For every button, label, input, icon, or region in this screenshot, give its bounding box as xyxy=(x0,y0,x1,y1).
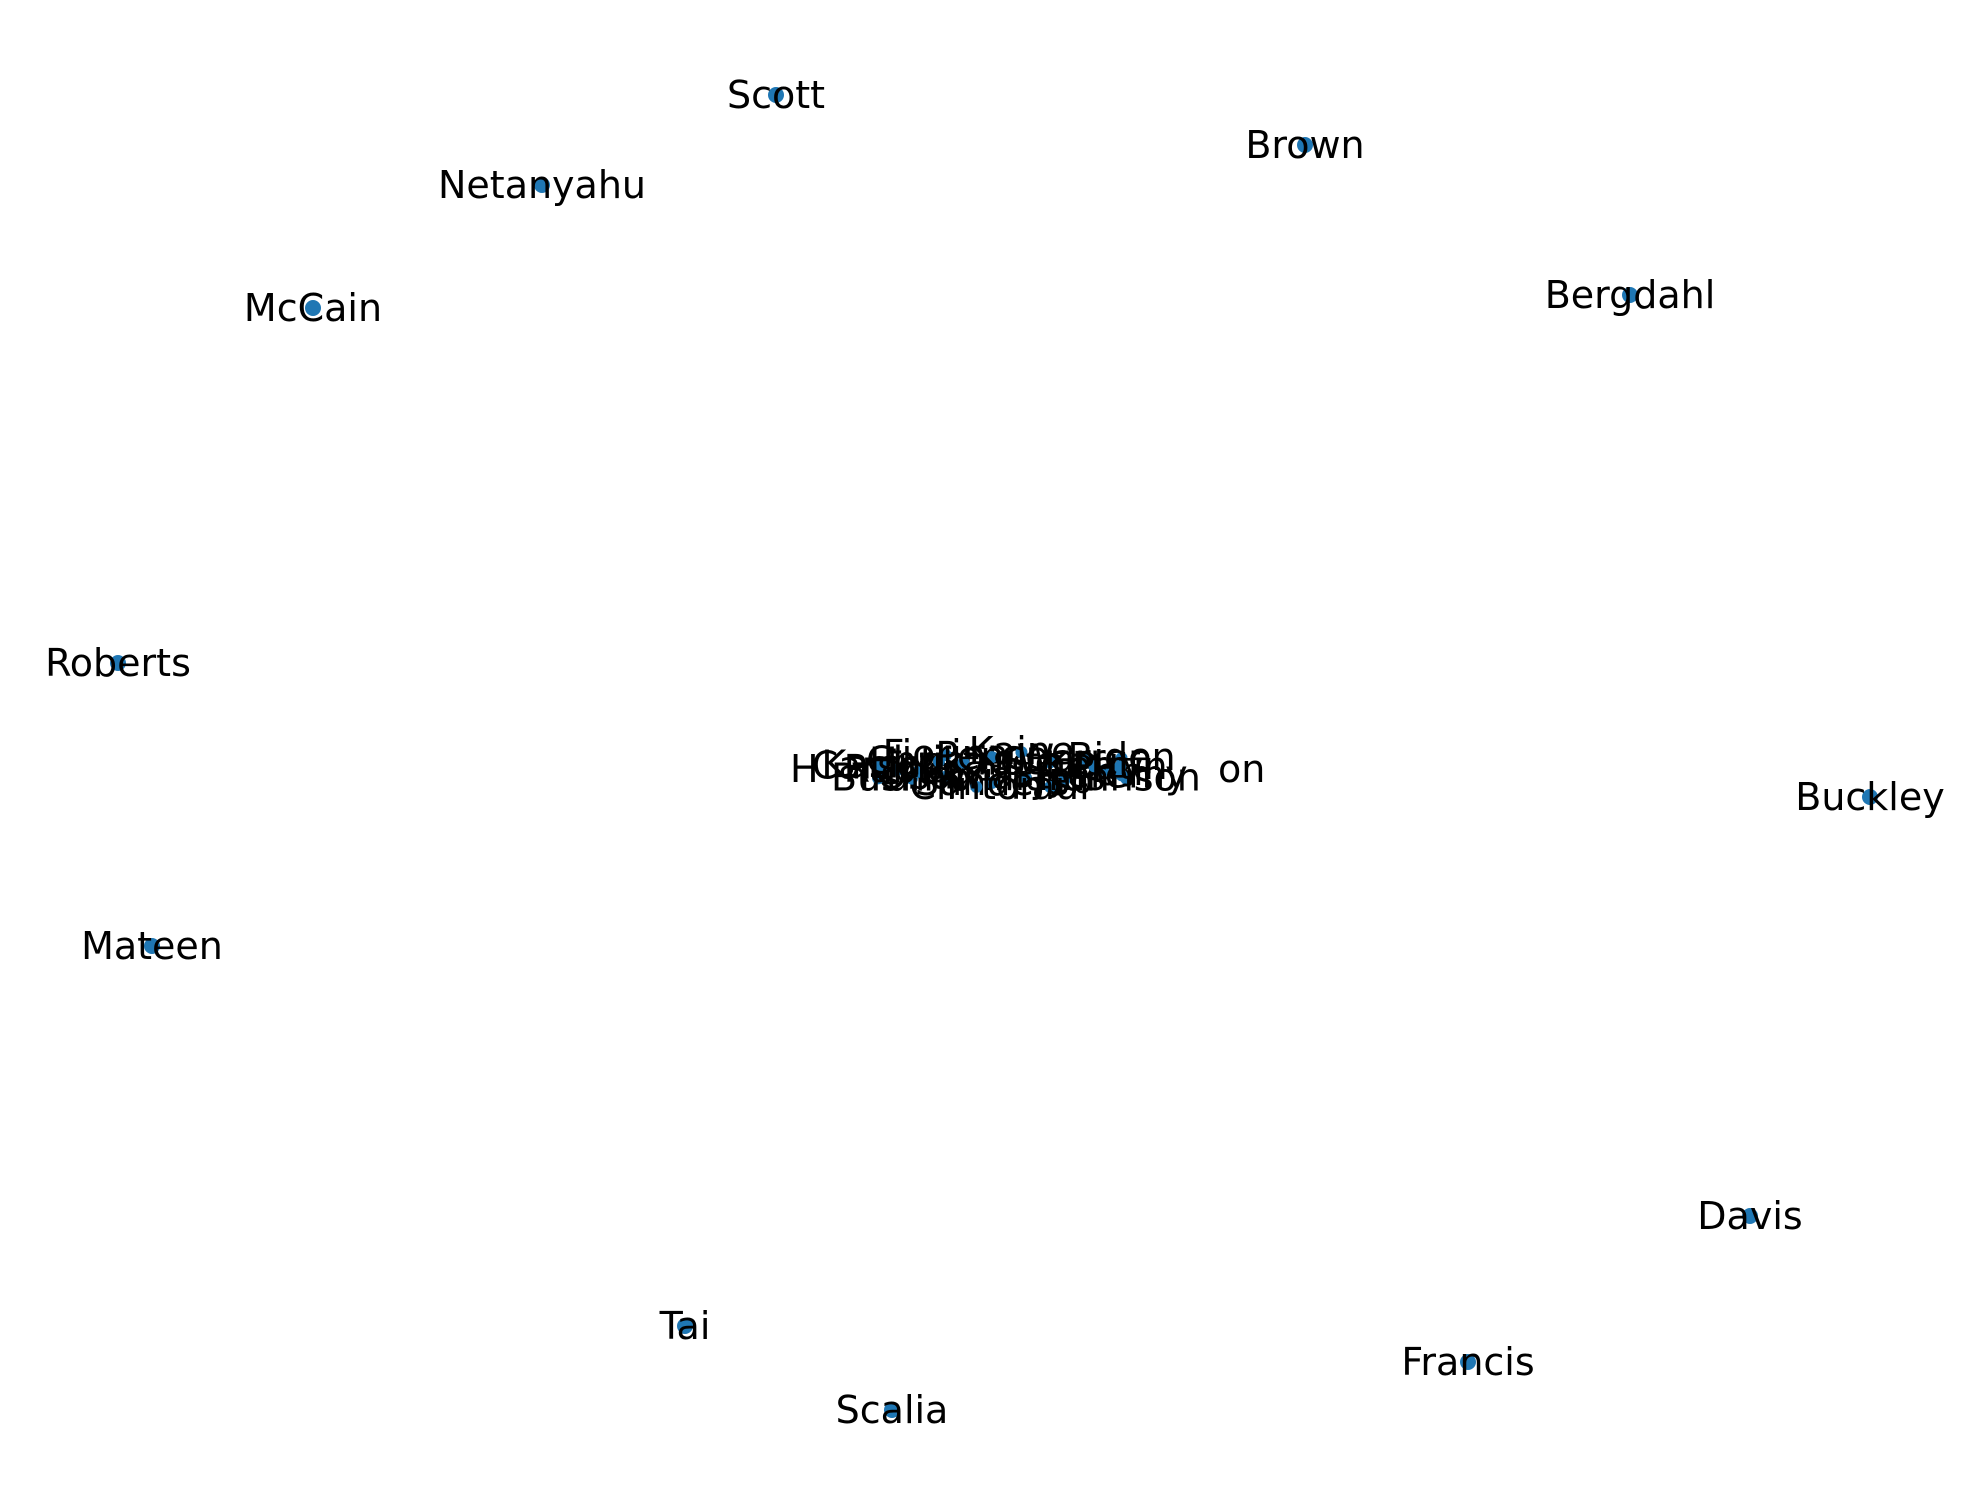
node-netanyahu xyxy=(534,177,550,193)
cluster-node-6 xyxy=(1019,771,1032,784)
cluster-node-0 xyxy=(1099,764,1111,776)
node-label-francis: Francis xyxy=(1401,1340,1534,1384)
node-label-brown: Brown xyxy=(1245,123,1364,167)
cluster-edge-left: H xyxy=(790,747,819,791)
cluster-node-5 xyxy=(1044,780,1057,793)
cluster-node-11 xyxy=(872,772,885,785)
cluster-node-12 xyxy=(911,765,924,778)
cluster-label-22: Warren xyxy=(1017,736,1153,780)
node-label-netanyahu: Netanyahu xyxy=(438,163,646,207)
cluster-node-24 xyxy=(1088,760,1101,773)
cluster-node-13 xyxy=(891,764,903,776)
node-buckley xyxy=(1862,789,1878,805)
cluster-label-10: Trump xyxy=(852,756,971,800)
cluster-label-19: Pence xyxy=(935,734,1048,778)
cluster-node-17 xyxy=(939,749,952,762)
cluster-label-15: Carson xyxy=(812,743,945,787)
central-cluster: HonJohnsonJeremyJebPaulWilliamsSandersCl… xyxy=(790,729,1265,808)
node-mateen xyxy=(144,938,160,954)
cluster-node-19 xyxy=(986,751,999,764)
cluster-node-4 xyxy=(1057,774,1070,787)
cluster-label-8: Clinton xyxy=(909,764,1043,808)
node-mccain xyxy=(305,300,321,316)
node-label-davis: Davis xyxy=(1697,1194,1802,1238)
cluster-label-24: Kerry xyxy=(1044,743,1143,787)
cluster-label-20: Kaine xyxy=(969,729,1075,773)
node-label-mateen: Mateen xyxy=(81,924,223,968)
node-label-scott: Scott xyxy=(727,73,825,117)
cluster-label-25: Putin xyxy=(1072,744,1168,788)
cluster-node-15 xyxy=(872,760,885,773)
node-tai xyxy=(677,1318,693,1334)
node-scalia xyxy=(884,1402,900,1418)
node-scott xyxy=(768,87,784,103)
node-label-roberts: Roberts xyxy=(45,641,191,685)
cluster-node-9 xyxy=(939,770,952,783)
cluster-label-7: Sanders xyxy=(915,760,1069,804)
node-label-tai: Tai xyxy=(659,1304,711,1348)
cluster-edge-right: on xyxy=(1218,747,1265,791)
cluster-node-25 xyxy=(1113,760,1126,773)
outer-nodes-layer: Scott Brown Netanyahu McCain Bergdahl Roberts… xyxy=(45,73,1945,1432)
cluster-label-18: Huckabee xyxy=(869,740,1058,784)
node-francis xyxy=(1460,1354,1476,1370)
node-bergdahl xyxy=(1622,287,1638,303)
cluster-node-8 xyxy=(970,780,983,793)
cluster-label-5: Paul xyxy=(1011,764,1090,808)
node-roberts xyxy=(110,655,126,671)
node-brown xyxy=(1297,137,1313,153)
cluster-node-21 xyxy=(1044,756,1057,769)
cluster-node-7 xyxy=(986,776,999,789)
node-label-bergdahl: Bergdahl xyxy=(1545,273,1716,317)
node-label-mccain: McCain xyxy=(244,286,382,330)
node-davis xyxy=(1742,1208,1758,1224)
cluster-node-18 xyxy=(957,756,970,769)
node-label-scalia: Scalia xyxy=(836,1388,949,1432)
cluster-node-22 xyxy=(1078,753,1091,766)
node-label-buckley: Buckley xyxy=(1795,775,1944,819)
cluster-node-20 xyxy=(1015,746,1028,759)
cluster-label-13: Rubio xyxy=(844,747,951,791)
